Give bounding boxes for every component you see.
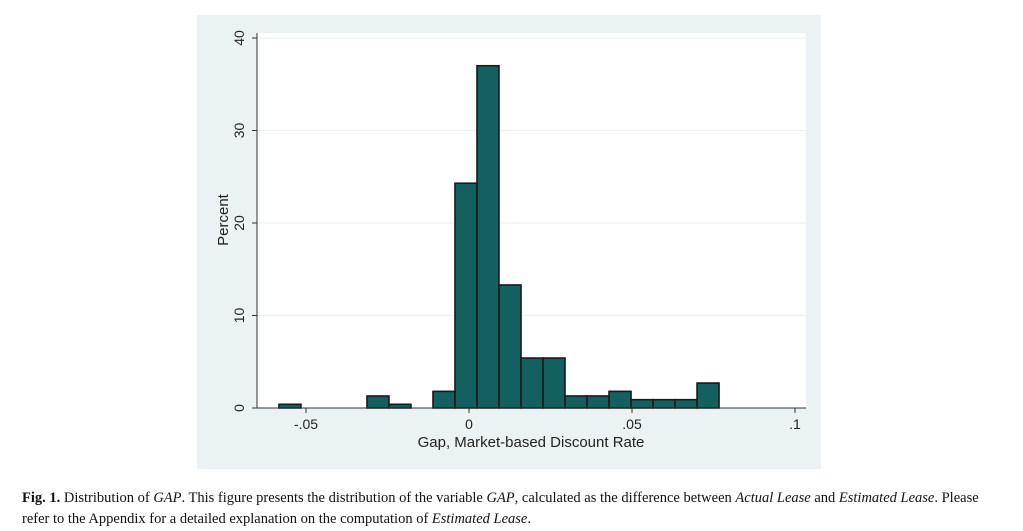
y-tick-label: 20	[231, 215, 247, 231]
histogram-bar	[630, 398, 654, 409]
caption-text: and	[810, 490, 839, 506]
y-tick-label: 40	[231, 30, 247, 46]
histogram-bar	[366, 395, 390, 409]
histogram-bar	[520, 357, 544, 409]
y-tick-label: 10	[231, 308, 247, 324]
x-tick-label: -.05	[294, 416, 318, 432]
histogram-bar	[696, 382, 720, 409]
histogram-bar	[608, 390, 632, 409]
caption-italic: Estimated Lease	[431, 511, 528, 527]
histogram-chart: 0 10 20 30 40 -.05 0 .05 .1 Gap, Market-based Di…	[215, 30, 806, 451]
figure-panel: 0 10 20 30 40 -.05 0 .05 .1 Gap, Market-based Di…	[197, 15, 821, 469]
histogram-bar	[652, 398, 676, 409]
x-tick-label: 0	[465, 416, 473, 432]
caption-italic: GAP	[153, 490, 182, 506]
y-tick-label: 30	[231, 123, 247, 139]
x-axis-label: Gap, Market-based Discount Rate	[418, 434, 645, 451]
x-tick-label: .1	[789, 416, 801, 432]
caption-label: Fig. 1.	[22, 490, 61, 506]
histogram-bar	[498, 284, 522, 409]
figure-caption: Fig. 1. Distribution of GAP. This figure…	[22, 488, 1007, 530]
caption-text: , calculated as the difference between	[514, 490, 736, 506]
x-tick-label: .05	[622, 416, 642, 432]
y-tick-label: 0	[231, 404, 247, 412]
caption-text: .	[527, 511, 531, 527]
plot-area	[257, 33, 806, 408]
caption-italic: GAP	[486, 490, 515, 506]
histogram-bar	[388, 403, 412, 409]
histogram-bar	[278, 403, 302, 409]
histogram-bar	[476, 64, 500, 409]
histogram-bar	[564, 395, 588, 409]
y-axis-label: Percent	[215, 193, 232, 246]
caption-text: Distribution of	[60, 490, 154, 506]
histogram-bar	[432, 390, 456, 409]
caption-text: . This figure presents the distribution …	[181, 490, 487, 506]
histogram-bar	[674, 398, 698, 409]
caption-italic: Estimated Lease	[838, 490, 935, 506]
histogram-bar	[454, 182, 478, 409]
histogram-bar	[542, 357, 566, 409]
histogram-bar	[586, 395, 610, 409]
caption-text: . Please refer to the Appendix for a det…	[22, 490, 979, 527]
caption-italic: Actual Lease	[735, 490, 811, 506]
